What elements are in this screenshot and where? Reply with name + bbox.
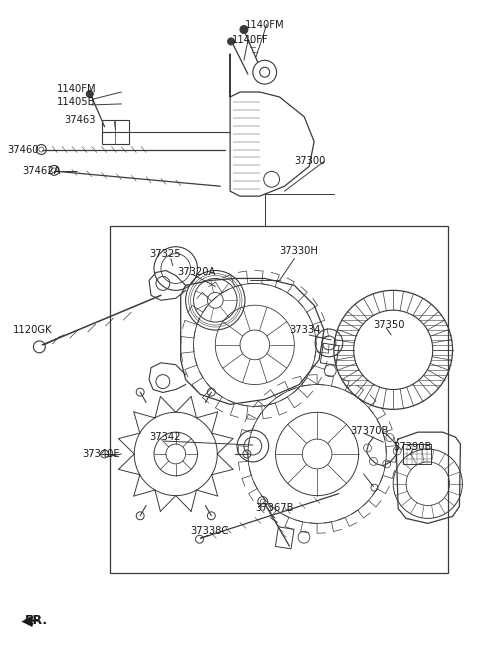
Bar — [276, 527, 294, 549]
Text: 37463: 37463 — [64, 115, 96, 125]
Bar — [109, 226, 447, 573]
Text: 37390B: 37390B — [393, 442, 432, 452]
Text: 37334: 37334 — [289, 325, 321, 335]
Text: 1120GK: 1120GK — [12, 325, 52, 335]
Text: 37350: 37350 — [373, 320, 405, 330]
Text: 37462A: 37462A — [23, 166, 61, 176]
Text: 37330H: 37330H — [279, 246, 318, 256]
Text: 1140FM: 1140FM — [57, 84, 97, 94]
Text: FR.: FR. — [24, 614, 48, 627]
Circle shape — [228, 38, 235, 45]
Text: 37340E: 37340E — [82, 449, 120, 459]
Text: 37367B: 37367B — [255, 504, 293, 514]
Circle shape — [86, 91, 93, 97]
Text: 37460: 37460 — [8, 144, 39, 154]
Bar — [102, 120, 129, 144]
Circle shape — [240, 26, 248, 34]
FancyArrowPatch shape — [22, 616, 37, 627]
Text: 37342: 37342 — [149, 432, 180, 442]
Bar — [403, 444, 431, 464]
Text: 1140FF: 1140FF — [232, 36, 269, 46]
Text: 11405B: 11405B — [57, 97, 96, 107]
Text: 37370B: 37370B — [351, 426, 389, 436]
Text: 37300: 37300 — [294, 156, 326, 166]
Bar — [320, 343, 339, 365]
Text: 1140FM: 1140FM — [245, 20, 285, 30]
Text: 37338C: 37338C — [191, 526, 229, 536]
Text: 37325: 37325 — [149, 249, 180, 259]
Text: 37320A: 37320A — [178, 267, 216, 277]
